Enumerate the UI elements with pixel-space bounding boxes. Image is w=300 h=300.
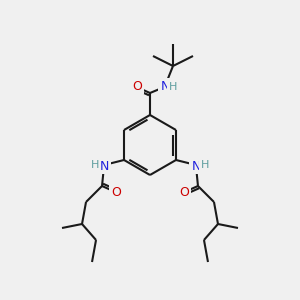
Text: H: H — [169, 82, 177, 92]
Text: O: O — [179, 185, 189, 199]
Text: N: N — [160, 80, 170, 92]
Text: H: H — [91, 160, 99, 170]
Text: H: H — [201, 160, 209, 170]
Text: O: O — [132, 80, 142, 92]
Text: N: N — [99, 160, 109, 172]
Text: N: N — [191, 160, 201, 172]
Text: O: O — [111, 185, 121, 199]
